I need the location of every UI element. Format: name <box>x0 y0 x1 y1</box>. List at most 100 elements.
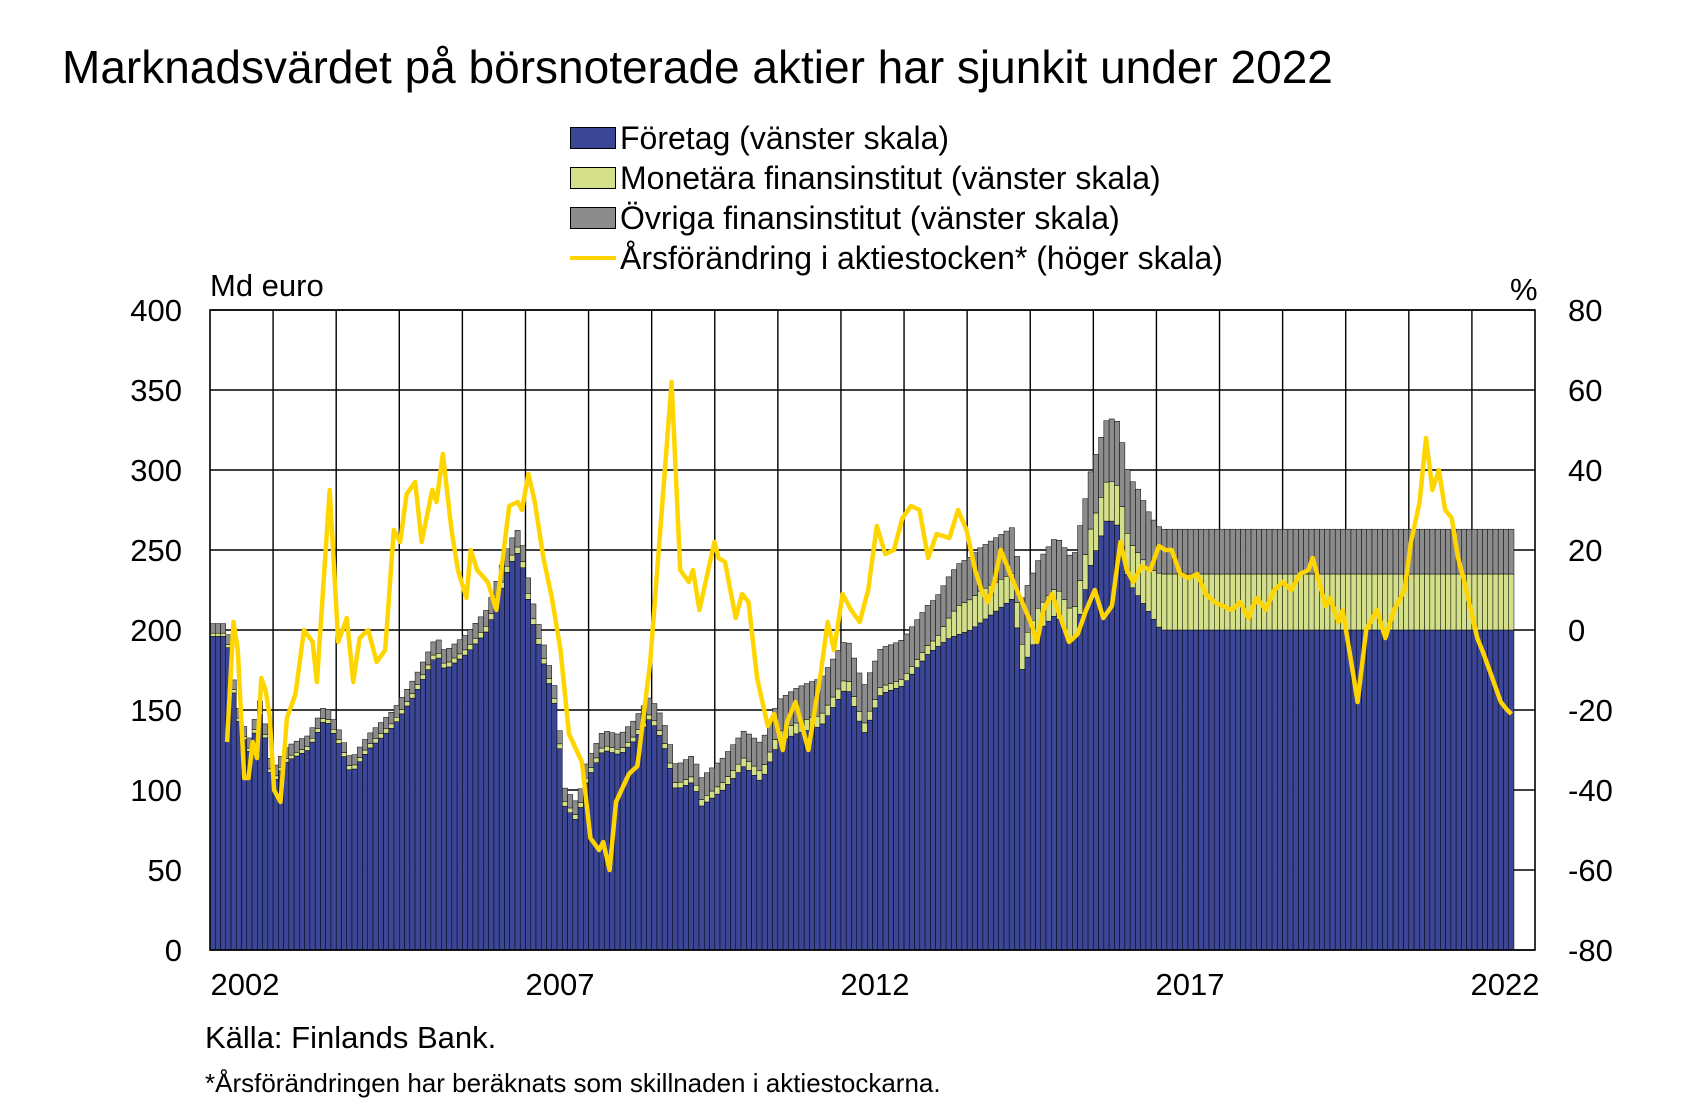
footnote: *Årsförändringen har beräknats som skill… <box>205 1068 941 1098</box>
bar-segment-companies <box>972 626 978 951</box>
bar-segment-mfi <box>656 730 663 736</box>
bar-segment-companies <box>215 636 221 951</box>
legend-label-annual-change: Årsförändring i aktiestocken* (höger ska… <box>620 239 1223 276</box>
bar-segment-companies <box>646 719 652 951</box>
bar-segment-companies <box>814 726 821 951</box>
bar-segment-companies <box>1261 629 1268 951</box>
bar-segment-ofi <box>546 665 553 679</box>
bar-segment-companies <box>751 775 758 951</box>
bar-segment-mfi <box>888 683 894 691</box>
bar-segment-companies <box>1424 629 1431 951</box>
bar-segment-companies <box>1124 574 1131 951</box>
bar-segment-ofi <box>1098 437 1105 498</box>
bar-segment-mfi <box>856 711 863 722</box>
bar-segment-ofi <box>735 737 742 765</box>
bar-segment-companies <box>1224 629 1231 951</box>
bar-segment-companies <box>236 721 242 951</box>
bar-segment-mfi <box>215 632 221 637</box>
bar-segment-mfi <box>541 658 547 665</box>
bar-segment-mfi <box>667 762 673 769</box>
bar-segment-companies <box>541 663 547 951</box>
bar-segment-ofi <box>1287 528 1294 575</box>
bar-segment-companies <box>888 690 894 951</box>
bar-segment-mfi <box>1271 573 1278 631</box>
bar-segment-ofi <box>1145 511 1152 568</box>
bar-segment-mfi <box>1093 512 1099 551</box>
bar-segment-companies <box>856 720 863 951</box>
bar-segment-ofi <box>556 730 563 745</box>
bar-segment-mfi <box>598 747 605 754</box>
bar-segment-ofi <box>325 709 332 720</box>
bar-segment-mfi <box>961 602 968 633</box>
bar-segment-ofi <box>351 754 358 766</box>
bar-segment-ofi <box>425 651 432 666</box>
bar-segment-ofi <box>1072 552 1078 607</box>
bar-segment-ofi <box>803 683 810 720</box>
legend-swatch-companies <box>570 127 616 149</box>
bar-segment-companies <box>551 702 558 951</box>
bar-segment-ofi <box>1434 528 1441 575</box>
bar-segment-ofi <box>1492 528 1499 575</box>
bar-segment-companies <box>1024 656 1031 951</box>
bar-segment-mfi <box>661 743 668 749</box>
bar-segment-ofi <box>851 657 857 697</box>
bar-segment-ofi <box>682 759 689 780</box>
bar-segment-ofi <box>1497 528 1504 575</box>
bar-segment-companies <box>672 787 679 951</box>
bar-segment-companies <box>1387 629 1394 951</box>
bar-segment-companies <box>924 654 931 951</box>
bar-segment-ofi <box>719 757 726 783</box>
bar-segment-companies <box>682 785 689 951</box>
bar-segment-mfi <box>567 807 574 814</box>
bar-segment-ofi <box>1187 528 1194 575</box>
bar-segment-mfi <box>1508 573 1515 631</box>
bar-segment-mfi <box>966 599 973 631</box>
bar-segment-mfi <box>1182 573 1189 631</box>
bar-segment-mfi <box>1203 573 1210 631</box>
bar-segment-companies <box>414 689 421 951</box>
bar-segment-ofi <box>541 644 547 659</box>
bar-segment-companies <box>1392 629 1399 951</box>
y-right-tick-label: 0 <box>1568 613 1585 648</box>
bar-segment-mfi <box>1156 572 1162 628</box>
bar-segment-ofi <box>677 762 684 783</box>
bar-segment-ofi <box>1051 539 1057 590</box>
bar-segment-ofi <box>1129 481 1136 546</box>
bar-segment-ofi <box>535 624 542 639</box>
bar-segment-mfi <box>830 696 836 708</box>
bar-segment-mfi <box>378 733 384 739</box>
source-note: Källa: Finlands Bank. <box>205 1020 497 1055</box>
bar-segment-mfi <box>1440 573 1446 631</box>
bar-segment-companies <box>1082 589 1089 951</box>
bar-segment-companies <box>1303 629 1310 951</box>
bar-segment-companies <box>367 747 374 951</box>
bar-segment-companies <box>935 646 942 951</box>
bar-segment-companies <box>1214 629 1220 951</box>
legend-item-mfi: Monetära finansinstitut (vänster skala) <box>570 158 1223 198</box>
bar-segment-companies <box>998 606 1005 951</box>
bar-segment-ofi <box>1124 469 1131 534</box>
bar-segment-mfi <box>530 618 537 625</box>
bar-segment-mfi <box>1171 573 1178 631</box>
bar-segment-ofi <box>1387 528 1394 575</box>
bar-segment-companies <box>1440 629 1446 951</box>
bar-segment-companies <box>1345 629 1352 951</box>
bar-segment-ofi <box>667 744 673 764</box>
bar-segment-mfi <box>1445 573 1452 631</box>
bar-segment-companies <box>1208 629 1215 951</box>
bar-segment-mfi <box>630 736 637 743</box>
bar-segment-mfi <box>1245 573 1252 631</box>
bar-segment-ofi <box>346 755 353 766</box>
bar-segment-companies <box>1334 629 1341 951</box>
bar-segment-mfi <box>903 673 910 681</box>
bar-segment-ofi <box>1119 442 1126 507</box>
bar-segment-companies <box>830 707 836 951</box>
bar-segment-ofi <box>1482 528 1488 575</box>
bar-segment-ofi <box>1392 528 1399 575</box>
bar-segment-companies <box>493 603 500 951</box>
bar-segment-companies <box>588 772 595 951</box>
bar-segment-mfi <box>1455 573 1462 631</box>
bar-segment-mfi <box>609 747 616 753</box>
bar-segment-companies <box>283 762 290 951</box>
bar-segment-mfi <box>456 653 463 660</box>
